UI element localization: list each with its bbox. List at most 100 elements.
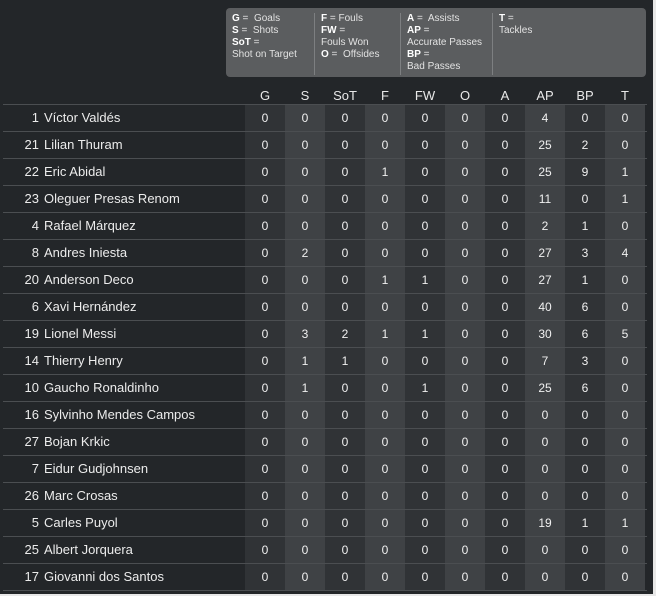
stat-cell-a: 0: [485, 294, 525, 320]
legend-separator: =: [414, 13, 428, 24]
table-row[interactable]: 17 Giovanni dos Santos 0 0 0 0 0 0 0 0 0 0: [3, 564, 647, 591]
column-header-o[interactable]: O: [459, 88, 471, 103]
legend-separator: =: [505, 13, 514, 24]
stat-cell-ap: 0: [525, 456, 565, 482]
legend-separator: =: [238, 25, 253, 36]
stat-cell-g: 0: [245, 321, 285, 347]
table-row[interactable]: 25 Albert Jorquera 0 0 0 0 0 0 0 0 0 0: [3, 537, 647, 564]
stat-cell-fw: 0: [405, 213, 445, 239]
legend-line: Shot on Target: [232, 49, 314, 61]
table-row[interactable]: 21 Lilian Thuram 0 0 0 0 0 0 0 25 2 0: [3, 132, 647, 159]
stat-cell-fw: 0: [405, 159, 445, 185]
stat-cell-a: 0: [485, 240, 525, 266]
stat-cell-t: 0: [605, 348, 645, 374]
stat-cell-f: 0: [365, 186, 405, 212]
stat-cell-ap: 0: [525, 429, 565, 455]
stat-cell-fw: 0: [405, 564, 445, 590]
table-row[interactable]: 19 Lionel Messi 0 3 2 1 1 0 0 30 6 5: [3, 321, 647, 348]
stat-cell-fw: 1: [405, 267, 445, 293]
table-row[interactable]: 23 Oleguer Presas Renom 0 0 0 0 0 0 0 11 0 1: [3, 186, 647, 213]
stat-cell-o: 0: [445, 564, 485, 590]
legend-description: Shot on Target: [232, 49, 297, 60]
stat-cell-a: 0: [485, 429, 525, 455]
table-row[interactable]: 4 Rafael Márquez 0 0 0 0 0 0 0 2 1 0: [3, 213, 647, 240]
stat-cell-fw: 0: [405, 240, 445, 266]
column-header-sot[interactable]: SoT: [333, 88, 357, 103]
stat-cell-g: 0: [245, 186, 285, 212]
column-header-bp[interactable]: BP: [576, 88, 594, 103]
player-number: 16: [24, 407, 39, 422]
table-row[interactable]: 26 Marc Crosas 0 0 0 0 0 0 0 0 0 0: [3, 483, 647, 510]
header-divider: [3, 104, 647, 105]
player-name: Albert Jorquera: [44, 542, 133, 557]
player-number: 7: [31, 461, 39, 476]
stat-cell-t: 0: [605, 402, 645, 428]
column-header-fw[interactable]: FW: [414, 88, 436, 103]
stat-cell-t: 0: [605, 429, 645, 455]
table-row[interactable]: 22 Eric Abidal 0 0 0 1 0 0 0 25 9 1: [3, 159, 647, 186]
stat-cell-o: 0: [445, 132, 485, 158]
stat-cell-g: 0: [245, 483, 285, 509]
table-row[interactable]: 14 Thierry Henry 0 1 1 0 0 0 0 7 3 0: [3, 348, 647, 375]
legend-description: Goals: [253, 13, 281, 24]
table-row[interactable]: 10 Gaucho Ronaldinho 0 1 0 0 1 0 0 25 6 0: [3, 375, 647, 402]
stat-cell-t: 1: [605, 186, 645, 212]
stat-cell-o: 0: [445, 456, 485, 482]
stat-cell-s: 0: [285, 159, 325, 185]
legend-description: Shots: [252, 25, 279, 36]
table-row[interactable]: 16 Sylvinho Mendes Campos 0 0 0 0 0 0 0 0 0 0: [3, 402, 647, 429]
stat-cell-sot: 2: [325, 321, 365, 347]
stat-cell-f: 0: [365, 510, 405, 536]
table-header: G S SoT F FW O A AP BP T: [3, 86, 647, 104]
legend-line: S = Shots: [232, 25, 314, 37]
stat-cell-sot: 0: [325, 402, 365, 428]
legend-line: T =: [499, 13, 643, 25]
column-header-s[interactable]: S: [300, 88, 310, 103]
stat-cell-sot: 0: [325, 537, 365, 563]
stat-cell-f: 0: [365, 402, 405, 428]
table-row[interactable]: 5 Carles Puyol 0 0 0 0 0 0 0 19 1 1: [3, 510, 647, 537]
legend-line: AP =: [407, 25, 492, 37]
stat-cell-sot: 0: [325, 213, 365, 239]
stat-cell-g: 0: [245, 564, 285, 590]
legend-key: AP: [407, 25, 421, 36]
column-header-ap[interactable]: AP: [536, 88, 554, 103]
stat-cell-bp: 2: [565, 132, 605, 158]
stat-cell-f: 1: [365, 321, 405, 347]
stat-cell-t: 0: [605, 537, 645, 563]
table-row[interactable]: 7 Eidur Gudjohnsen 0 0 0 0 0 0 0 0 0 0: [3, 456, 647, 483]
column-header-f[interactable]: F: [381, 88, 389, 103]
table-row[interactable]: 6 Xavi Hernández 0 0 0 0 0 0 0 40 6 0: [3, 294, 647, 321]
table-row[interactable]: 8 Andres Iniesta 0 2 0 0 0 0 0 27 3 4: [3, 240, 647, 267]
legend-line: A = Assists: [407, 13, 492, 25]
stat-cell-a: 0: [485, 186, 525, 212]
column-header-g[interactable]: G: [259, 88, 271, 103]
stat-cell-sot: 0: [325, 159, 365, 185]
stat-cell-a: 0: [485, 132, 525, 158]
table-row[interactable]: 1 Víctor Valdés 0 0 0 0 0 0 0 4 0 0: [3, 105, 647, 132]
stat-cell-a: 0: [485, 456, 525, 482]
stats-legend: G = Goals S = Shots SoT = Shot on Target F …: [226, 8, 646, 77]
player-name: Rafael Márquez: [44, 218, 136, 233]
column-header-a[interactable]: A: [500, 88, 510, 103]
player-number: 17: [24, 569, 39, 584]
column-header-t[interactable]: T: [621, 88, 629, 103]
stat-cell-ap: 4: [525, 105, 565, 131]
table-row[interactable]: 27 Bojan Krkic 0 0 0 0 0 0 0 0 0 0: [3, 429, 647, 456]
legend-separator: =: [239, 13, 254, 24]
player-name: Lionel Messi: [44, 326, 117, 341]
stat-cell-fw: 0: [405, 483, 445, 509]
legend-key: S: [232, 25, 239, 36]
stat-cell-fw: 0: [405, 132, 445, 158]
player-number: 27: [24, 434, 39, 449]
stats-table: G S SoT F FW O A AP BP T 1 Víctor Valdés 0 0 0 0 0 0 0 4 0 0…: [3, 86, 647, 591]
stat-cell-a: 0: [485, 105, 525, 131]
stat-cell-g: 0: [245, 348, 285, 374]
player-name: Lilian Thuram: [44, 137, 123, 152]
stat-cell-g: 0: [245, 429, 285, 455]
table-row[interactable]: 20 Anderson Deco 0 0 0 1 1 0 0 27 1 0: [3, 267, 647, 294]
stat-cell-t: 5: [605, 321, 645, 347]
stat-cell-sot: 0: [325, 510, 365, 536]
stat-cell-fw: 1: [405, 321, 445, 347]
